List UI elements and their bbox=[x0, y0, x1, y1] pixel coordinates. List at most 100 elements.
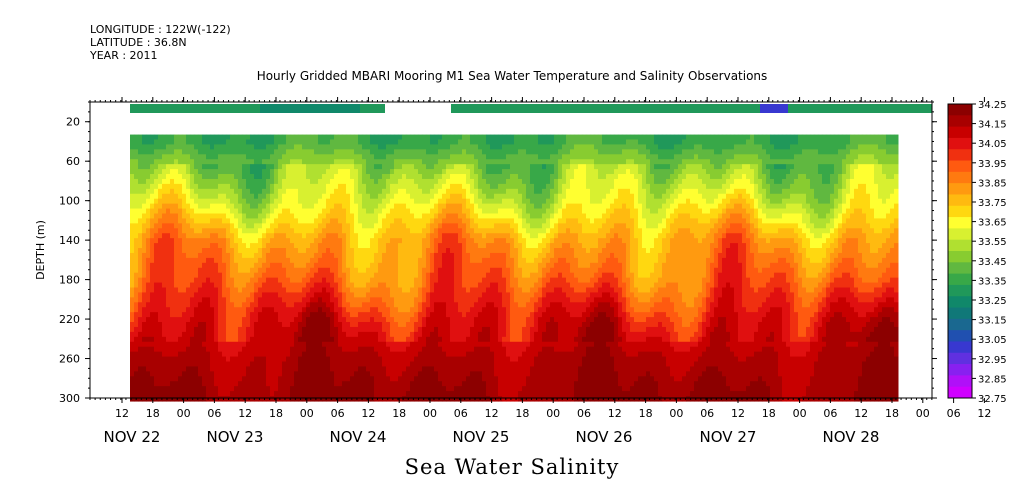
salinity-cell bbox=[206, 174, 211, 180]
salinity-cell bbox=[158, 178, 163, 185]
salinity-cell bbox=[214, 302, 219, 308]
salinity-cell bbox=[406, 386, 411, 392]
salinity-cell bbox=[342, 267, 347, 274]
salinity-cell bbox=[462, 356, 467, 363]
salinity-cell bbox=[174, 297, 179, 303]
salinity-cell bbox=[454, 169, 459, 175]
salinity-cell bbox=[422, 386, 427, 392]
salinity-cell bbox=[326, 267, 331, 274]
salinity-cell bbox=[454, 233, 459, 239]
salinity-cell bbox=[386, 139, 391, 146]
salinity-cell bbox=[446, 287, 451, 294]
salinity-cell bbox=[394, 203, 399, 210]
salinity-cell bbox=[422, 366, 427, 372]
salinity-cell bbox=[230, 376, 235, 382]
salinity-cell bbox=[378, 213, 383, 220]
salinity-cell bbox=[342, 134, 347, 141]
salinity-cell bbox=[398, 159, 403, 165]
salinity-cell bbox=[446, 257, 451, 264]
salinity-cell bbox=[358, 391, 363, 397]
salinity-cell bbox=[290, 139, 295, 146]
salinity-cell bbox=[490, 376, 495, 382]
salinity-cell bbox=[402, 198, 407, 205]
salinity-cell bbox=[402, 257, 407, 264]
salinity-cell bbox=[358, 351, 363, 358]
salinity-cell bbox=[370, 257, 375, 264]
salinity-cell bbox=[202, 198, 207, 205]
salinity-cell bbox=[362, 174, 367, 180]
salinity-cell bbox=[226, 376, 231, 382]
salinity-cell bbox=[434, 238, 439, 244]
salinity-cell bbox=[162, 139, 167, 146]
salinity-cell bbox=[318, 159, 323, 165]
salinity-cell bbox=[398, 257, 403, 264]
salinity-cell bbox=[450, 307, 455, 313]
salinity-cell bbox=[178, 198, 183, 205]
salinity-cell bbox=[338, 331, 343, 338]
salinity-cell bbox=[310, 371, 315, 377]
salinity-cell bbox=[158, 356, 163, 363]
salinity-cell bbox=[366, 134, 371, 141]
salinity-cell bbox=[146, 154, 151, 160]
salinity-cell bbox=[166, 174, 171, 180]
salinity-cell bbox=[170, 208, 175, 215]
salinity-cell bbox=[154, 252, 159, 259]
salinity-cell bbox=[210, 341, 215, 348]
salinity-cell bbox=[158, 149, 163, 155]
salinity-cell bbox=[170, 252, 175, 259]
salinity-cell bbox=[350, 336, 355, 343]
salinity-cell bbox=[162, 322, 167, 328]
salinity-cell bbox=[174, 336, 179, 343]
salinity-cell bbox=[266, 193, 271, 200]
salinity-cell bbox=[438, 149, 443, 155]
salinity-cell bbox=[210, 307, 215, 313]
salinity-cell bbox=[490, 238, 495, 244]
salinity-cell bbox=[454, 287, 459, 294]
salinity-cell bbox=[366, 366, 371, 372]
salinity-cell bbox=[202, 233, 207, 239]
salinity-cell bbox=[322, 144, 327, 150]
salinity-cell bbox=[246, 396, 251, 402]
salinity-cell bbox=[306, 351, 311, 358]
salinity-cell bbox=[458, 331, 463, 338]
salinity-cell bbox=[430, 228, 435, 234]
salinity-cell bbox=[350, 159, 355, 165]
salinity-cell bbox=[242, 386, 247, 392]
salinity-cell bbox=[358, 381, 363, 387]
salinity-cell bbox=[438, 257, 443, 264]
salinity-cell bbox=[238, 218, 243, 224]
salinity-cell bbox=[246, 238, 251, 244]
salinity-cell bbox=[230, 336, 235, 343]
salinity-cell bbox=[270, 144, 275, 150]
salinity-cell bbox=[170, 346, 175, 353]
salinity-cell bbox=[370, 164, 375, 170]
salinity-cell bbox=[154, 312, 159, 318]
salinity-cell bbox=[358, 331, 363, 338]
salinity-cell bbox=[322, 336, 327, 343]
salinity-cell bbox=[322, 243, 327, 249]
salinity-cell bbox=[310, 134, 315, 141]
salinity-cell bbox=[390, 351, 395, 358]
salinity-cell bbox=[266, 159, 271, 165]
salinity-cell bbox=[462, 149, 467, 155]
salinity-cell bbox=[482, 391, 487, 397]
salinity-cell bbox=[330, 307, 335, 313]
salinity-cell bbox=[470, 292, 475, 298]
salinity-cell bbox=[414, 341, 419, 348]
salinity-cell bbox=[146, 188, 151, 195]
salinity-cell bbox=[278, 331, 283, 338]
salinity-cell bbox=[158, 376, 163, 382]
salinity-cell bbox=[366, 376, 371, 382]
salinity-cell bbox=[230, 326, 235, 333]
salinity-cell bbox=[234, 381, 239, 387]
salinity-cell bbox=[230, 366, 235, 372]
salinity-cell bbox=[478, 183, 483, 190]
salinity-cell bbox=[146, 178, 151, 185]
salinity-cell bbox=[438, 396, 443, 402]
salinity-cell bbox=[186, 262, 191, 269]
salinity-cell bbox=[286, 213, 291, 220]
salinity-cell bbox=[218, 188, 223, 195]
salinity-cell bbox=[306, 322, 311, 328]
salinity-cell bbox=[422, 396, 427, 402]
salinity-cell bbox=[250, 302, 255, 308]
